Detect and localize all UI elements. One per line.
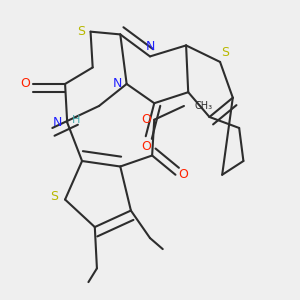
Text: O: O [142,113,152,126]
Text: N: N [112,77,122,91]
Text: N: N [145,40,155,53]
Text: CH₃: CH₃ [195,101,213,111]
Text: O: O [20,77,30,91]
Text: S: S [77,25,85,38]
Text: O: O [178,168,188,181]
Text: N: N [53,116,62,129]
Text: O: O [141,140,151,153]
Text: S: S [50,190,59,203]
Text: S: S [221,46,229,59]
Text: H: H [71,115,80,125]
